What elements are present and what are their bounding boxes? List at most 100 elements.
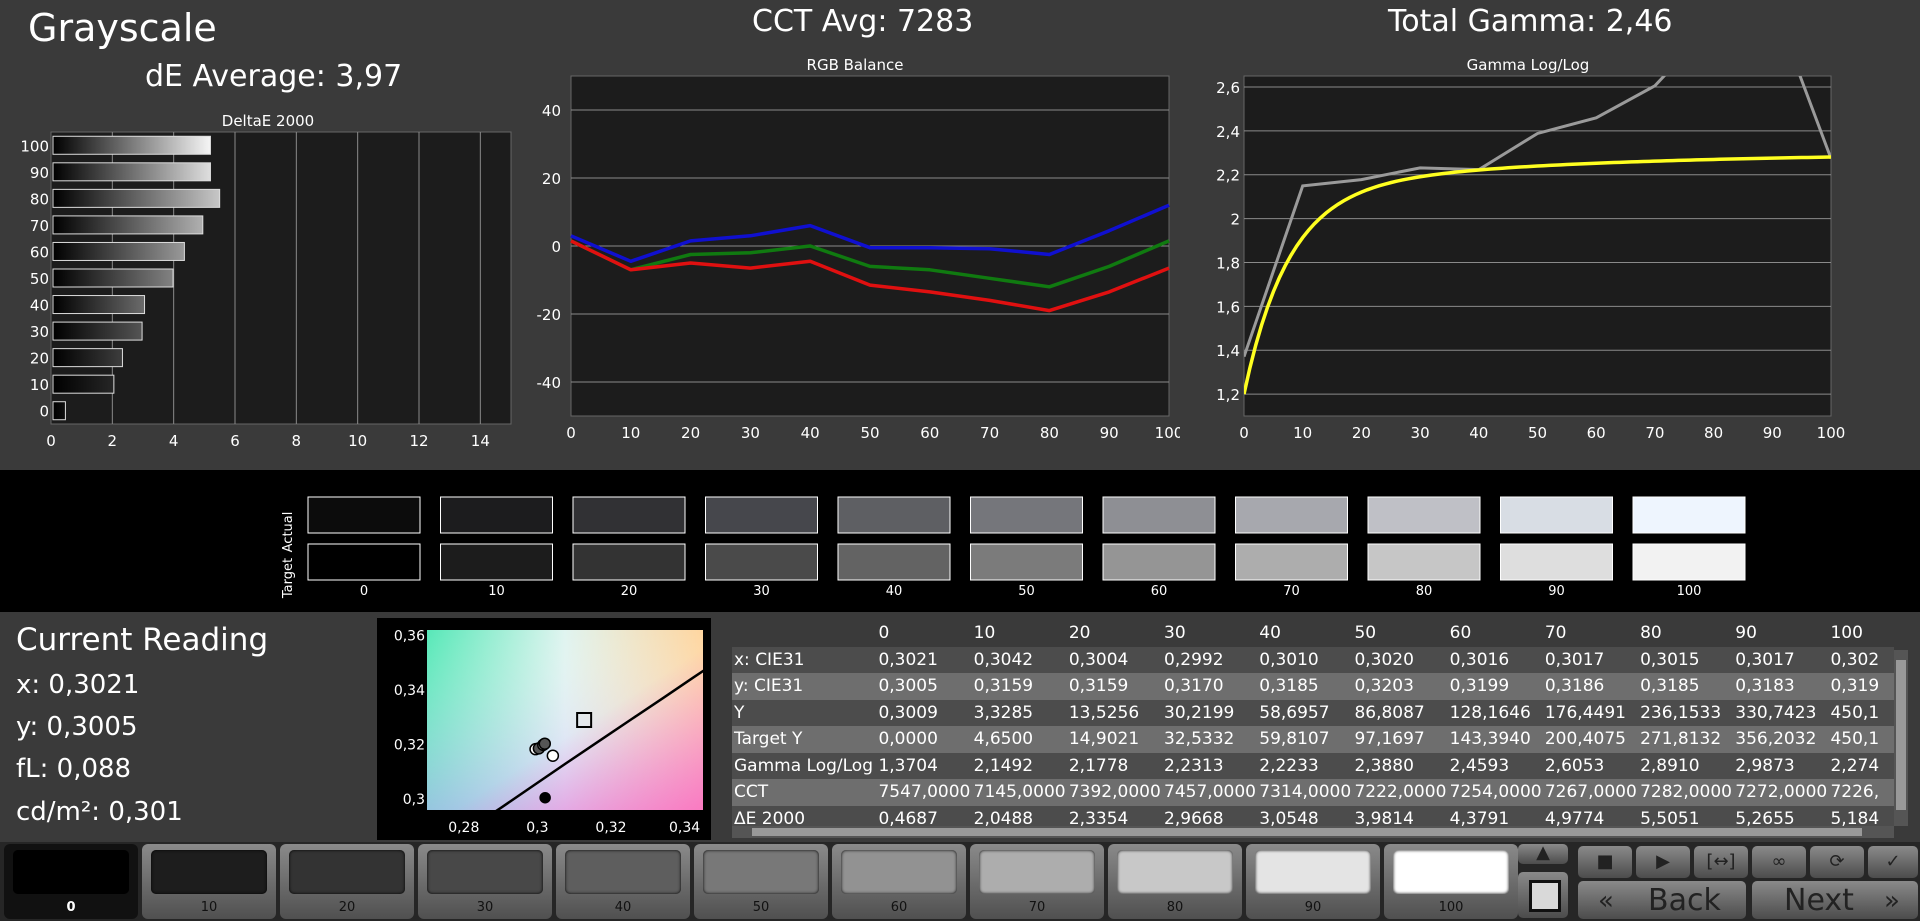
target-swatch bbox=[970, 543, 1083, 581]
table-cell: 2,274 bbox=[1828, 752, 1894, 779]
target-swatch bbox=[1632, 543, 1746, 581]
patch-button[interactable]: 90 bbox=[1246, 844, 1380, 919]
patch-swatch bbox=[1255, 850, 1371, 894]
table-cell: 0,3017 bbox=[1733, 646, 1829, 673]
patch-button[interactable]: 0 bbox=[4, 844, 138, 919]
refresh-button[interactable]: ⟳ bbox=[1810, 846, 1864, 878]
confirm-button[interactable]: ✓ bbox=[1868, 846, 1918, 878]
continuous-button[interactable]: [↔] bbox=[1694, 846, 1748, 878]
table-cell: 5,184 bbox=[1828, 805, 1894, 828]
deltae-x-tick: 6 bbox=[230, 432, 240, 448]
table-row: ΔE 2000 0,4687 2,0488 2,3354 2,9668 3,0548 3,9… bbox=[732, 805, 1894, 828]
patch-button[interactable]: 10 bbox=[142, 844, 276, 919]
next-button[interactable]: Next » bbox=[1752, 881, 1918, 919]
table-row: Target Y 0,0000 4,6500 14,9021 32,5332 59,810… bbox=[732, 726, 1894, 753]
table-cell: 97,1697 bbox=[1352, 726, 1448, 753]
table-cell: 7457,0000 bbox=[1162, 779, 1258, 806]
page-title: Grayscale bbox=[28, 6, 217, 50]
table-cell: 450,1 bbox=[1828, 726, 1894, 753]
loop-icon: ∞ bbox=[1771, 851, 1787, 872]
patch-buttons: 0 10 20 30 40 50 60 70 80 90 100 bbox=[0, 842, 1520, 921]
column-header: 30 bbox=[1162, 620, 1258, 647]
actual-swatch bbox=[837, 496, 951, 534]
actual-swatch bbox=[572, 496, 686, 534]
table-cell: 7392,0000 bbox=[1066, 779, 1163, 806]
swatch-level-label: 80 bbox=[1416, 584, 1433, 599]
patch-label: 50 bbox=[752, 900, 770, 915]
swatch-band bbox=[0, 470, 1920, 612]
cie-x-tick: 0,28 bbox=[448, 820, 479, 836]
sequence-toggle[interactable] bbox=[1518, 872, 1568, 918]
patch-button[interactable]: 30 bbox=[418, 844, 552, 919]
loop-button[interactable]: ∞ bbox=[1752, 846, 1806, 878]
column-header: 50 bbox=[1352, 620, 1448, 647]
table-row: y: CIE31 0,3005 0,3159 0,3159 0,3170 0,3185 0,… bbox=[732, 673, 1894, 700]
stop-button[interactable]: ■ bbox=[1578, 846, 1632, 878]
table-cell: 0,3186 bbox=[1542, 673, 1639, 700]
column-header: 20 bbox=[1066, 620, 1163, 647]
swatch-level-label: 70 bbox=[1283, 584, 1300, 599]
square-icon bbox=[1529, 880, 1561, 912]
deltae-x-tick: 10 bbox=[348, 432, 367, 448]
actual-row-label: Actual bbox=[281, 512, 296, 553]
target-swatch bbox=[1235, 543, 1348, 581]
patch-label: 60 bbox=[890, 900, 908, 915]
table-cell: 7547,0000 bbox=[876, 779, 972, 806]
actual-swatch bbox=[440, 496, 553, 534]
row-label: Target Y bbox=[732, 726, 877, 753]
table-cell: 3,3285 bbox=[971, 699, 1067, 726]
table-cell: 5,2655 bbox=[1733, 805, 1829, 828]
play-button[interactable]: ▶ bbox=[1636, 846, 1690, 878]
table-cell: 2,4593 bbox=[1447, 752, 1543, 779]
white-point-target bbox=[576, 712, 593, 728]
table-cell: 450,1 bbox=[1828, 699, 1894, 726]
table-cell: 2,3354 bbox=[1066, 805, 1163, 828]
table-vertical-scrollbar[interactable] bbox=[1894, 650, 1908, 826]
back-label: Back bbox=[1648, 883, 1721, 918]
stop-icon: ■ bbox=[1596, 851, 1614, 872]
table-cell: 0,0000 bbox=[876, 726, 972, 753]
patch-swatch bbox=[703, 850, 819, 894]
measurement-table: 0 10 20 30 40 50 60 70 80 90 100 x: CIE31 0,3021 0,30… bbox=[732, 620, 1894, 828]
deltae-category-label: 20 bbox=[30, 350, 49, 368]
data-table-container[interactable]: 0 10 20 30 40 50 60 70 80 90 100 x: CIE31 0,3021 0,30… bbox=[732, 620, 1894, 828]
table-cell: 2,2233 bbox=[1257, 752, 1353, 779]
patch-button[interactable]: 80 bbox=[1108, 844, 1242, 919]
back-button[interactable]: « Back bbox=[1578, 881, 1746, 919]
deltae-x-tick: 14 bbox=[471, 432, 490, 448]
gamma-y-tick: 2,2 bbox=[1216, 167, 1240, 185]
row-label: CCT bbox=[732, 779, 877, 806]
patch-button[interactable]: 70 bbox=[970, 844, 1104, 919]
patch-button[interactable]: 40 bbox=[556, 844, 690, 919]
table-row: Y 0,3009 3,3285 13,5256 30,2199 58,6957 86,808… bbox=[732, 699, 1894, 726]
deltae-bar bbox=[52, 401, 66, 421]
rgb-balance-chart: RGB Balance 40 20 0 -20 -40 0 10 20 30 40 50 60 70 80… bbox=[537, 56, 1181, 442]
patch-swatch bbox=[1117, 850, 1233, 894]
gamma-y-tick: 1,2 bbox=[1216, 386, 1240, 404]
deltae-x-tick: 4 bbox=[169, 432, 179, 448]
patch-swatch bbox=[565, 850, 681, 894]
table-row: CCT 7547,0000 7145,0000 7392,0000 7457,0000 7… bbox=[732, 779, 1894, 806]
cie-x-tick: 0,3 bbox=[526, 820, 548, 836]
table-horizontal-scrollbar[interactable] bbox=[732, 826, 1894, 838]
patch-button[interactable]: 100 bbox=[1384, 844, 1518, 919]
reading-fl: fL: 0,088 bbox=[16, 754, 132, 784]
deltae-category-label: 0 bbox=[39, 403, 49, 421]
deltae-title: DeltaE 2000 bbox=[222, 112, 314, 130]
column-header: 0 bbox=[876, 620, 972, 647]
patch-label: 70 bbox=[1028, 900, 1046, 915]
gamma-x-tick: 80 bbox=[1704, 424, 1723, 442]
column-header: 60 bbox=[1447, 620, 1543, 647]
gamma-y-tick: 1,6 bbox=[1216, 298, 1240, 316]
gamma-y-tick: 1,4 bbox=[1216, 342, 1240, 360]
gamma-y-tick: 2,4 bbox=[1216, 123, 1240, 141]
patch-button[interactable]: 20 bbox=[280, 844, 414, 919]
play-icon: ▶ bbox=[1656, 851, 1670, 872]
gamma-y-tick: 1,8 bbox=[1216, 254, 1240, 272]
table-cell: 32,5332 bbox=[1162, 726, 1258, 753]
patch-button[interactable]: 60 bbox=[832, 844, 966, 919]
patch-button[interactable]: 50 bbox=[694, 844, 828, 919]
gamma-chart: Gamma Log/Log 2,6 2,4 2,2 2 1,8 1,6 1,4 1,2 0 10 2… bbox=[1216, 56, 1845, 442]
up-arrow-icon[interactable]: ▲ bbox=[1518, 844, 1568, 864]
table-cell: 0,3009 bbox=[876, 699, 972, 726]
